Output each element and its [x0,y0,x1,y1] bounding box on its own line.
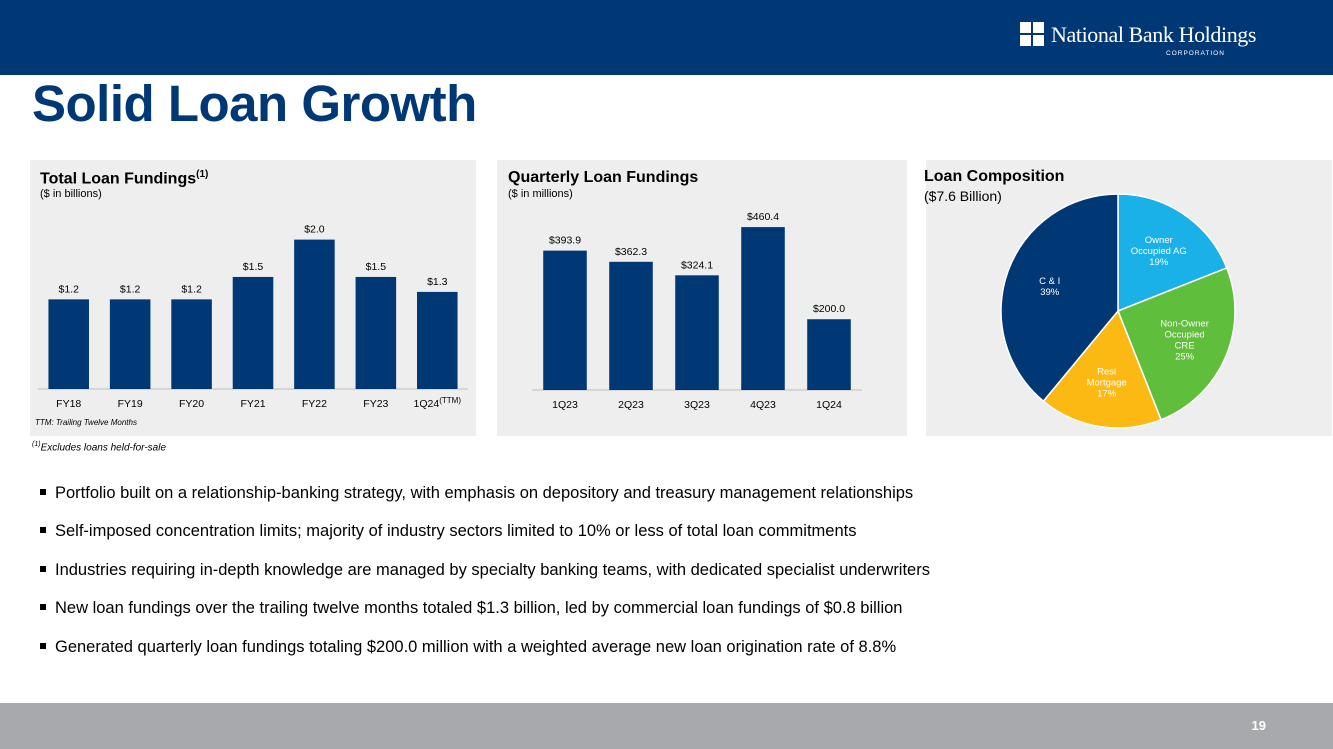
category-tick-label: 4Q23 [750,399,776,411]
category-tick-label: 3Q23 [684,399,710,411]
bar-value-label: $324.1 [681,259,713,271]
pie-slice-label: Resi Mortgage 17% [1087,367,1127,400]
bar-value-label: $1.5 [243,261,264,273]
bullet-square-icon [40,565,46,572]
bar-value-label: $1.5 [366,261,387,273]
company-logo: National Bank Holdings CORPORATION [1020,22,1270,62]
category-tick-label: 1Q24 [816,399,842,411]
chart-subtitle: ($7.6 Billion) [924,188,1002,204]
bullet-square-icon [40,489,46,495]
bullet-item: Self-imposed concentration limits; major… [40,514,930,552]
bar [109,299,151,389]
header-bar: National Bank Holdings CORPORATION [0,0,1333,75]
bar [417,291,458,389]
bar [675,275,719,390]
pie-slice [1117,193,1228,313]
pie-slice [1117,266,1236,421]
category-tick-label: 1Q23 [552,399,578,411]
bar [48,299,89,389]
bullet-square-icon [40,604,46,611]
category-tick-label: 2Q23 [618,399,644,411]
pie-slice [1042,309,1163,429]
total-loan-fundings-panel: Total Loan Fundings(1) ($ in billions) $… [30,160,476,436]
chart-title: Loan Composition [924,168,1065,185]
bar [609,261,653,390]
bullet-item: Industries requiring in-depth knowledge … [40,553,930,591]
category-tick-label: FY21 [240,398,265,410]
bar [355,276,397,389]
bullet-square-icon [40,642,46,649]
loan-composition-pie: Owner Occupied AG 19% Non-Owner Occupied CRE 2… [1000,193,1236,429]
chart-subtitle: ($ in millions) [508,188,573,200]
page-number: 19 [1251,718,1266,733]
category-tick-label: 1Q24(TTM) [414,396,462,410]
bar-value-label: $362.3 [615,246,647,258]
pie-slice [1000,193,1119,403]
bar [807,319,851,390]
pie-slice-label: Owner Occupied AG 19% [1131,235,1187,268]
category-tick-label: FY22 [302,398,327,410]
ttm-note: TTM: Trailing Twelve Months [35,418,137,427]
chart-subtitle: ($ in billions) [40,188,102,200]
category-tick-label: FY20 [179,398,204,410]
bar [232,276,274,389]
bar-value-label: $460.4 [747,211,779,223]
bar [294,239,335,389]
footer-bar: 19 [0,703,1333,749]
pie-slice-label: C & I 39% [1039,276,1060,298]
quarterly-loan-fundings-panel: Quarterly Loan Fundings ($ in millions) … [497,160,907,436]
bar-value-label: $1.3 [427,276,448,288]
bullet-square-icon [40,527,46,534]
logo-name: National Bank Holdings [1051,22,1257,47]
chart-title: Quarterly Loan Fundings [508,169,699,186]
bar [741,227,785,390]
bar-value-label: $200.0 [813,303,845,315]
chart-title: Total Loan Fundings(1) [40,169,209,188]
bullet-item: Generated quarterly loan fundings totali… [40,630,930,668]
bar [171,299,212,389]
category-tick-label: FY19 [118,398,143,410]
logo-subtitle: CORPORATION [1166,50,1225,57]
bar-value-label: $393.9 [549,235,581,247]
bullet-list: Portfolio built on a relationship-bankin… [40,476,930,668]
bullet-item: Portfolio built on a relationship-bankin… [40,476,930,514]
category-tick-label: FY18 [56,398,81,410]
footnote: (1)Excludes loans held-for-sale [32,441,167,454]
bar-value-label: $1.2 [58,283,79,295]
total-loan-fundings-chart: $1.2 FY18 $1.2 FY19 $1.2 FY20 $1.5 FY21 $2.0 FY22… [38,224,468,410]
pie-slice-label: Non-Owner Occupied CRE 25% [1160,318,1209,362]
bar-value-label: $1.2 [181,283,202,295]
bullet-item: New loan fundings over the trailing twel… [40,591,930,629]
category-tick-label: FY23 [363,398,388,410]
logo-mark-icon [1020,22,1044,46]
loan-composition-panel: Loan Composition ($7.6 Billion) Owner Occ… [924,160,1332,436]
page-title: Solid Loan Growth [32,75,477,132]
bar-value-label: $2.0 [304,224,325,236]
bar-value-label: $1.2 [120,283,141,295]
quarterly-loan-fundings-chart: $393.9 1Q23 $362.3 2Q23 $324.1 3Q23 $460.4 4Q23… [532,211,862,411]
bar [543,250,587,390]
